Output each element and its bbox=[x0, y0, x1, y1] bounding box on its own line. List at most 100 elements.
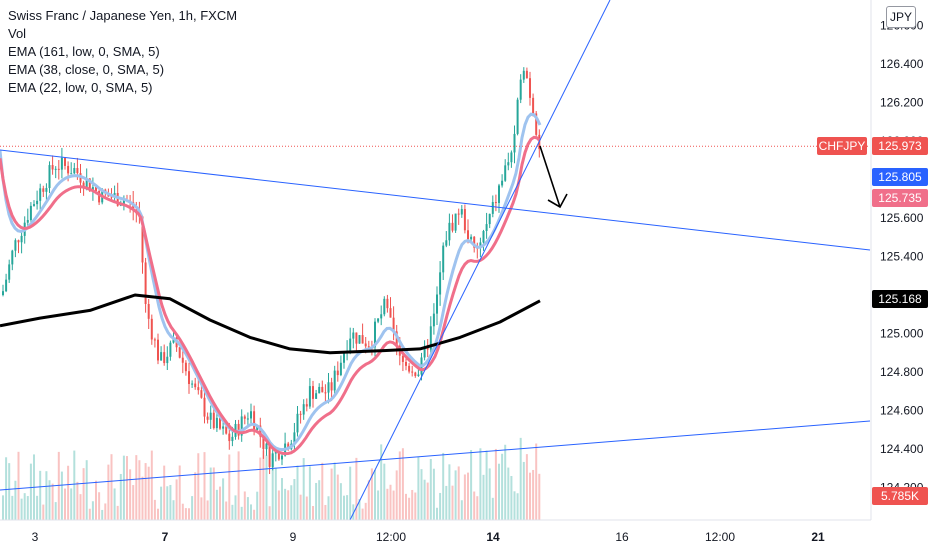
candle-body bbox=[163, 352, 166, 364]
currency-button[interactable]: JPY bbox=[886, 6, 916, 28]
volume-bar bbox=[349, 466, 352, 520]
candle-body bbox=[246, 418, 249, 420]
candle-body bbox=[271, 453, 274, 467]
volume-bar bbox=[234, 495, 237, 520]
candle-body bbox=[45, 188, 48, 192]
volume-bar bbox=[57, 451, 60, 520]
rising-trendline bbox=[349, 0, 611, 521]
volume-bar bbox=[284, 488, 287, 520]
candle-body bbox=[501, 180, 504, 186]
candle-body bbox=[494, 202, 497, 204]
volume-bars bbox=[2, 437, 541, 520]
candle-body bbox=[513, 133, 516, 153]
lower-trendline bbox=[0, 420, 871, 491]
volume-bar bbox=[299, 494, 302, 520]
volume-bar bbox=[228, 454, 231, 520]
volume-bar bbox=[343, 495, 345, 520]
y-tick-label: 126.400 bbox=[880, 57, 924, 71]
candle-body bbox=[504, 165, 507, 181]
candle-body bbox=[436, 294, 438, 314]
volume-bar bbox=[181, 503, 184, 520]
volume-bar bbox=[473, 491, 476, 520]
volume-bar bbox=[135, 455, 138, 520]
volume-bar bbox=[5, 457, 8, 520]
x-tick-label: 14 bbox=[486, 530, 500, 544]
volume-bar bbox=[380, 444, 383, 520]
volume-bar bbox=[70, 488, 73, 520]
volume-bar bbox=[178, 465, 181, 520]
candle-body bbox=[184, 362, 187, 372]
symbol-tag-text: CHFJPY bbox=[819, 139, 866, 153]
volume-bar bbox=[160, 486, 163, 520]
volume-bar bbox=[538, 473, 541, 520]
volume-bar bbox=[14, 480, 17, 520]
candle-body bbox=[70, 173, 73, 175]
volume-bar bbox=[383, 463, 386, 520]
volume-bar bbox=[219, 486, 221, 520]
volume-bar bbox=[501, 453, 504, 520]
volume-bar bbox=[141, 476, 144, 520]
candle-body bbox=[200, 390, 203, 398]
y-tick-label: 124.400 bbox=[880, 442, 924, 456]
x-tick-label: 16 bbox=[615, 530, 629, 544]
volume-bar bbox=[522, 461, 525, 520]
candle-body bbox=[401, 355, 404, 362]
volume-bar bbox=[364, 502, 367, 520]
volume-bar bbox=[101, 509, 104, 520]
candles bbox=[2, 67, 541, 475]
volume-bar bbox=[485, 450, 488, 520]
volume-bar bbox=[29, 463, 32, 520]
candle-body bbox=[240, 416, 243, 436]
volume-bar bbox=[256, 491, 259, 520]
candle-body bbox=[367, 346, 370, 348]
volume-bar bbox=[290, 485, 293, 520]
volume-bar bbox=[42, 504, 45, 520]
legend-title: Swiss Franc / Japanese Yen, 1h, FXCM bbox=[8, 8, 238, 23]
volume-bar bbox=[293, 479, 296, 520]
volume-bar bbox=[54, 502, 57, 520]
candle-body bbox=[188, 371, 190, 384]
volume-bar bbox=[271, 453, 274, 520]
volume-bar bbox=[525, 454, 528, 520]
candle-body bbox=[498, 185, 500, 203]
candle-body bbox=[95, 187, 97, 192]
candle-body bbox=[85, 178, 88, 188]
volume-bar bbox=[268, 506, 271, 520]
volume-bar bbox=[265, 455, 268, 520]
volume-bar bbox=[26, 496, 29, 520]
volume-bar bbox=[361, 508, 364, 520]
price-badge-text: 125.973 bbox=[878, 139, 922, 153]
volume-bar bbox=[467, 472, 469, 520]
candle-body bbox=[36, 200, 39, 205]
volume-bar bbox=[302, 458, 305, 520]
candle-body bbox=[470, 236, 473, 240]
volume-bar bbox=[215, 489, 218, 520]
volume-bar bbox=[507, 467, 510, 520]
volume-bar bbox=[516, 493, 519, 520]
candle-body bbox=[442, 245, 445, 273]
volume-bar bbox=[324, 504, 327, 520]
candle-body bbox=[265, 443, 268, 450]
candle-body bbox=[203, 397, 206, 417]
volume-bar bbox=[370, 468, 373, 520]
volume-bar bbox=[20, 498, 23, 520]
ema-38-line bbox=[0, 135, 542, 456]
volume-bar bbox=[157, 508, 159, 520]
volume-bar bbox=[513, 491, 516, 520]
y-tick-label: 125.600 bbox=[880, 211, 924, 225]
candle-body bbox=[8, 264, 11, 280]
volume-bar bbox=[395, 470, 398, 520]
y-tick-label: 125.000 bbox=[880, 327, 924, 341]
volume-bar bbox=[122, 455, 125, 520]
volume-bar bbox=[2, 495, 4, 520]
candle-body bbox=[110, 196, 113, 198]
candle-body bbox=[206, 416, 209, 420]
candle-body bbox=[411, 371, 414, 373]
volume-bar bbox=[389, 484, 392, 520]
x-tick-label: 12:00 bbox=[376, 530, 406, 544]
candle-body bbox=[250, 411, 252, 419]
volume-bar bbox=[426, 482, 429, 520]
candle-body bbox=[439, 272, 442, 295]
symbol-tag bbox=[817, 137, 867, 155]
